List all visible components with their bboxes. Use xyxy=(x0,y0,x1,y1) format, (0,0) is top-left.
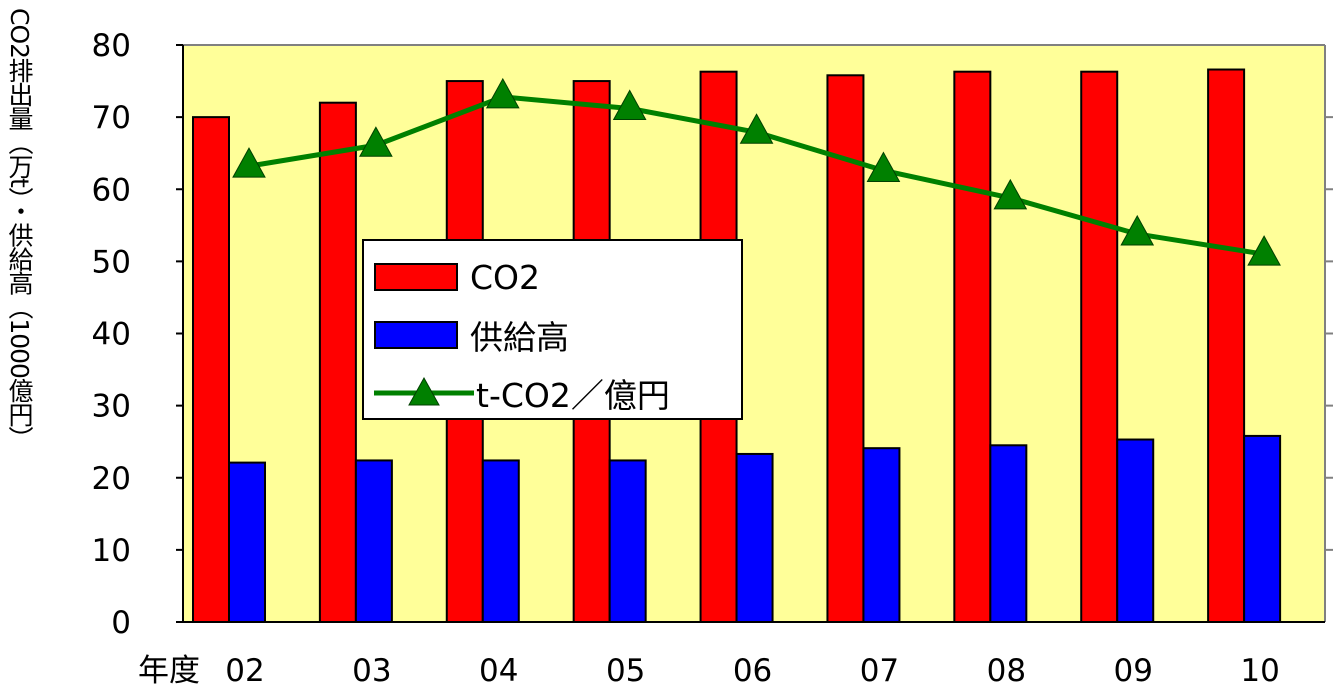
bar-co2 xyxy=(1207,68,1246,623)
bar-supply xyxy=(1243,434,1282,624)
bar-co2 xyxy=(826,74,865,624)
bar-supply xyxy=(735,452,774,624)
point-intensity xyxy=(739,113,774,144)
point-intensity xyxy=(359,126,393,157)
point-intensity xyxy=(485,77,520,109)
x-axis-tick-labels: 02 03 04 05 06 07 08 09 10 xyxy=(225,653,1280,687)
bar-supply xyxy=(481,459,520,623)
point-intensity xyxy=(1247,235,1281,266)
x-axis-prefix-label: 年度 xyxy=(138,653,200,687)
point-intensity xyxy=(232,147,266,178)
x-tick-label: 09 xyxy=(1113,653,1152,687)
x-tick-label: 02 xyxy=(225,653,264,687)
legend-item-supply: 供給高 xyxy=(374,310,569,360)
x-tick-label: 10 xyxy=(1240,653,1279,687)
y-tick-label: 40 xyxy=(92,317,131,353)
y-tick-label: 30 xyxy=(92,389,131,425)
bar-supply xyxy=(862,447,901,623)
point-intensity xyxy=(1120,214,1155,246)
bar-series xyxy=(192,68,1282,624)
y-axis-tick-labels: 0 10 20 30 40 50 60 70 80 xyxy=(92,28,131,641)
bar-co2 xyxy=(318,101,357,623)
legend-swatch-supply xyxy=(374,321,458,349)
y-tick-label: 80 xyxy=(92,28,131,64)
bar-supply xyxy=(228,461,266,624)
y-axis-ticks xyxy=(176,44,183,623)
point-intensity xyxy=(612,89,647,120)
y-tick-label: 60 xyxy=(92,172,131,208)
line-series xyxy=(232,77,1281,266)
legend-label-intensity: t-CO2／億円 xyxy=(476,376,670,415)
legend-item-intensity: t-CO2／億円 xyxy=(374,368,670,418)
right-axis-ticks xyxy=(1325,116,1333,551)
x-tick-label: 03 xyxy=(352,653,391,687)
bar-supply xyxy=(1116,438,1155,623)
y-tick-label: 10 xyxy=(92,533,131,569)
legend-item-co2: CO2 xyxy=(374,252,540,302)
bar-supply xyxy=(989,444,1028,624)
bar-co2 xyxy=(1080,70,1119,623)
bar-supply xyxy=(608,459,647,623)
x-tick-label: 08 xyxy=(987,653,1026,687)
x-tick-label: 05 xyxy=(606,653,645,687)
x-tick-label: 04 xyxy=(479,653,518,687)
y-tick-label: 20 xyxy=(92,461,131,497)
x-tick-label: 07 xyxy=(860,653,899,687)
x-tick-label: 06 xyxy=(733,653,772,687)
y-tick-label: 50 xyxy=(92,244,131,280)
y-axis-title: CO2排出量（万t）・供給高（1000億円） xyxy=(5,8,34,450)
legend-swatch-co2 xyxy=(374,263,458,291)
bar-co2 xyxy=(953,70,992,623)
legend: CO2 供給高 t-CO2／億円 xyxy=(362,239,743,420)
legend-label-co2: CO2 xyxy=(470,257,541,297)
point-intensity xyxy=(866,151,901,182)
bar-co2 xyxy=(192,116,230,623)
legend-swatch-intensity xyxy=(374,376,474,406)
bar-supply xyxy=(354,459,393,623)
legend-label-supply: 供給高 xyxy=(470,318,569,357)
y-tick-label: 70 xyxy=(92,100,131,136)
point-intensity xyxy=(993,178,1028,210)
y-tick-label: 0 xyxy=(111,605,131,641)
